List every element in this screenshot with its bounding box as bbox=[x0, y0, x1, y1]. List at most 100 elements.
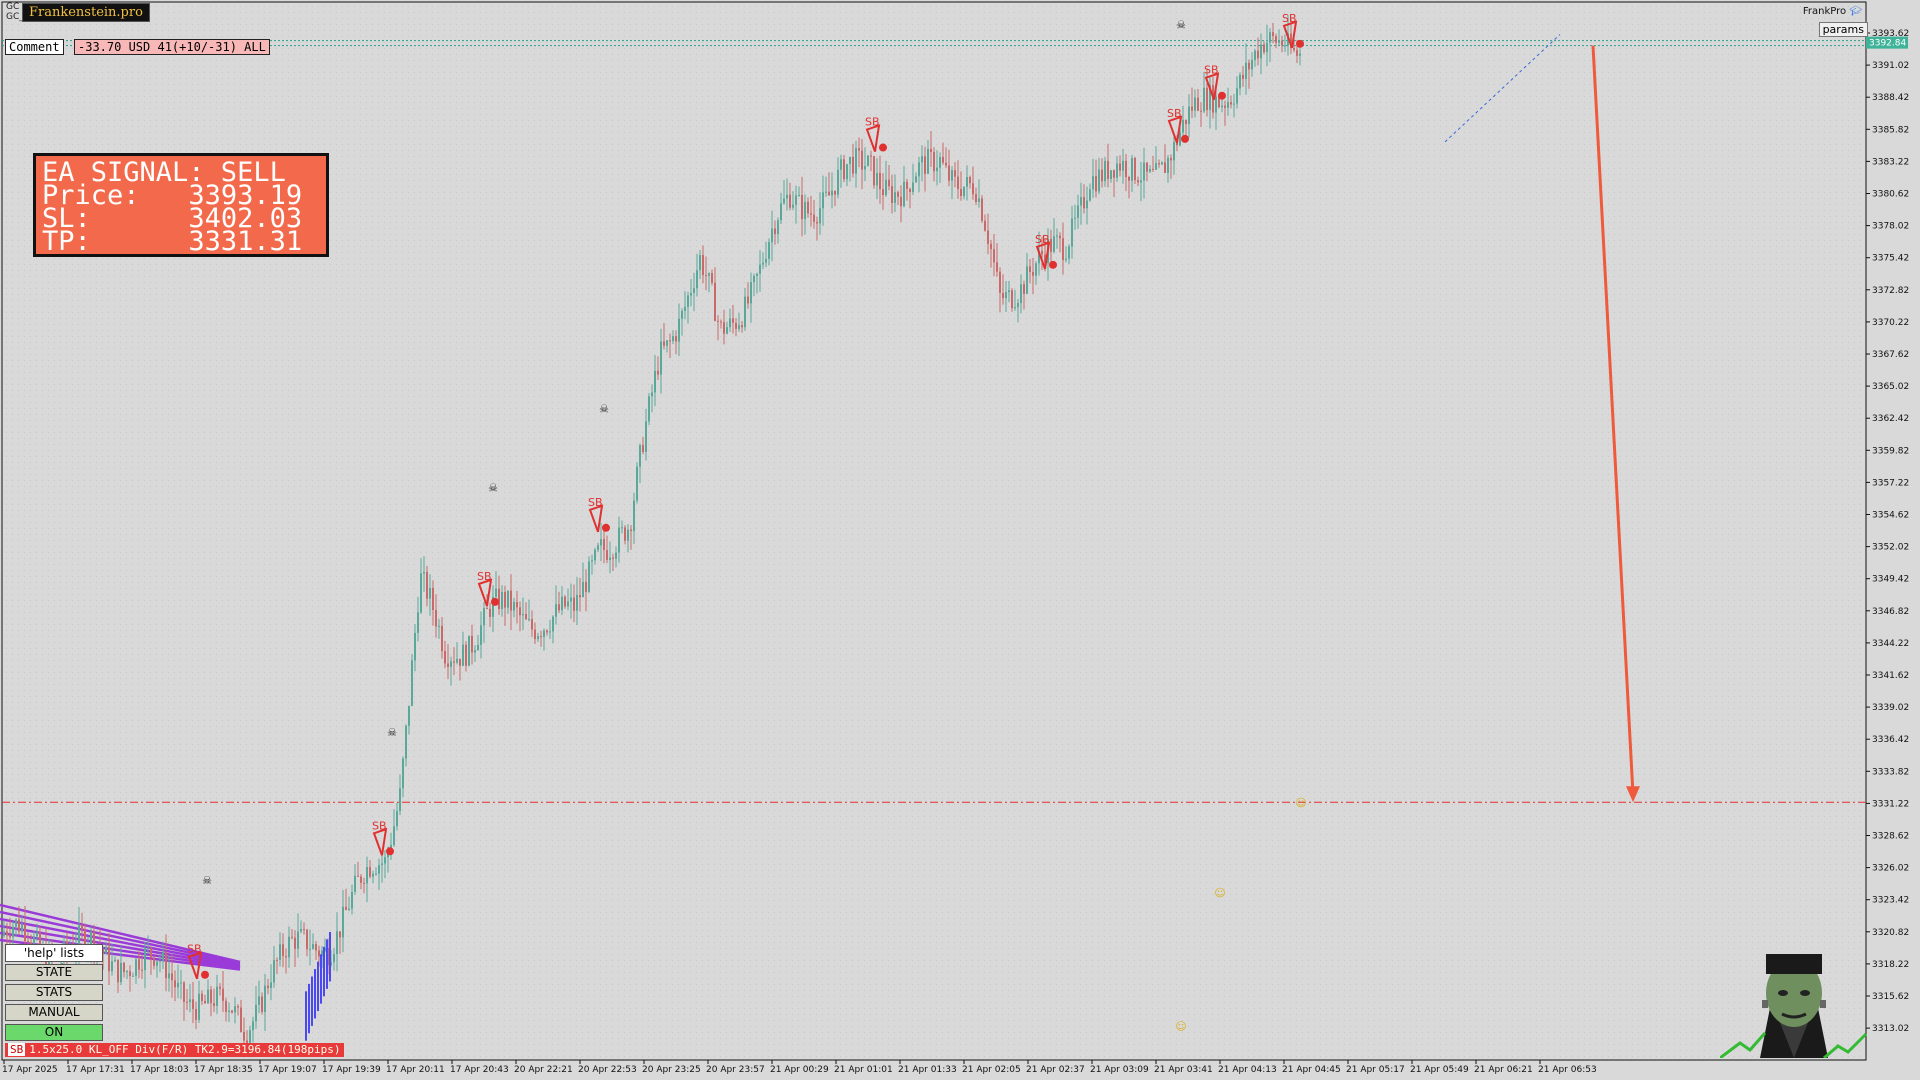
candle-body bbox=[906, 181, 908, 189]
candle-body bbox=[468, 635, 470, 666]
symbol-label: GC GC_... bbox=[6, 2, 33, 22]
smiley-icon: ☺ bbox=[1214, 887, 1225, 900]
candle-body bbox=[255, 1004, 257, 1022]
price-axis-label: 3352.02 bbox=[1872, 543, 1909, 553]
candle-body bbox=[741, 325, 743, 328]
candle-body bbox=[9, 935, 11, 938]
time-axis-label: 21 Apr 05:17 bbox=[1346, 1065, 1405, 1075]
candle-body bbox=[483, 608, 485, 626]
candle-body bbox=[891, 186, 893, 203]
candle-body bbox=[786, 194, 788, 199]
candle-body bbox=[828, 191, 830, 196]
candle-body bbox=[792, 204, 794, 208]
on-button[interactable]: ON bbox=[5, 1024, 103, 1041]
candle-body bbox=[1158, 163, 1160, 165]
price-axis-label: 3323.42 bbox=[1872, 896, 1909, 906]
candle-body bbox=[1254, 50, 1256, 60]
candle-body bbox=[738, 325, 740, 329]
candle-body bbox=[843, 159, 845, 180]
candle-body bbox=[1146, 162, 1148, 172]
candle-body bbox=[198, 993, 200, 1020]
candle-body bbox=[684, 306, 686, 311]
candle-body bbox=[1083, 197, 1085, 209]
sb-triangle bbox=[588, 504, 604, 533]
price-axis-label: 3315.62 bbox=[1872, 992, 1909, 1002]
candle-body bbox=[1257, 50, 1259, 59]
candle-body bbox=[3, 931, 5, 936]
candle-body bbox=[735, 322, 737, 329]
candle-body bbox=[660, 341, 662, 375]
candle-body bbox=[555, 604, 557, 617]
candle-body bbox=[885, 179, 887, 196]
candle-body bbox=[804, 201, 806, 220]
candle-body bbox=[894, 192, 896, 203]
state-button[interactable]: STATE bbox=[5, 964, 103, 981]
candle-body bbox=[477, 644, 479, 651]
candle-body bbox=[1215, 96, 1217, 113]
candle-body bbox=[141, 969, 143, 971]
manual-button[interactable]: MANUAL bbox=[5, 1004, 103, 1021]
candle-body bbox=[606, 550, 608, 561]
candle-body bbox=[630, 529, 632, 532]
skull-icon: ☠ bbox=[202, 874, 212, 887]
time-axis-label: 17 Apr 17:31 bbox=[66, 1065, 125, 1075]
candle-body bbox=[288, 936, 290, 958]
params-button[interactable]: params bbox=[1818, 22, 1868, 37]
candle-body bbox=[363, 882, 365, 884]
price-axis-label: 3365.02 bbox=[1872, 382, 1909, 392]
candle-body bbox=[354, 875, 356, 892]
price-value: 3393.19 bbox=[188, 180, 303, 211]
sb-triangle bbox=[865, 124, 881, 152]
candle-body bbox=[1131, 158, 1133, 181]
candle-body bbox=[381, 863, 383, 866]
candle-body bbox=[1086, 200, 1088, 209]
candle-body bbox=[90, 931, 92, 945]
candle-body bbox=[1122, 160, 1124, 171]
candle-body bbox=[1098, 169, 1100, 192]
price-axis-label: 3339.02 bbox=[1872, 703, 1909, 713]
candle-body bbox=[1242, 74, 1244, 79]
candle-body bbox=[681, 310, 683, 319]
profile-label[interactable]: FrankPro 🎓︎ bbox=[1802, 6, 1862, 17]
candle-body bbox=[651, 392, 653, 397]
candle-body bbox=[636, 466, 638, 501]
candle-body bbox=[1005, 292, 1007, 299]
candle-body bbox=[1179, 132, 1181, 146]
candle-body bbox=[156, 961, 158, 966]
candle-body bbox=[1284, 45, 1286, 47]
sb-dot bbox=[1218, 91, 1226, 100]
candle-body bbox=[1101, 169, 1103, 182]
candle-body bbox=[369, 867, 371, 877]
price-axis-label: 3320.82 bbox=[1872, 928, 1909, 938]
candle-body bbox=[768, 242, 770, 259]
candle-body bbox=[822, 192, 824, 209]
candle-body bbox=[333, 953, 335, 963]
help-input[interactable]: 'help' lists cmds bbox=[5, 944, 103, 976]
candle-body bbox=[726, 327, 728, 334]
candle-body bbox=[1014, 307, 1016, 309]
candle-body bbox=[1026, 266, 1028, 294]
candle-body bbox=[303, 929, 305, 931]
candle-body bbox=[393, 826, 395, 845]
candle-body bbox=[588, 561, 590, 592]
candle-body bbox=[975, 194, 977, 202]
stats-button[interactable]: STATS bbox=[5, 984, 103, 1001]
candle-body bbox=[687, 295, 689, 307]
time-axis-label: 21 Apr 06:53 bbox=[1538, 1065, 1597, 1075]
time-axis-label: 20 Apr 23:57 bbox=[706, 1065, 765, 1075]
candle-body bbox=[627, 529, 629, 541]
candle-body bbox=[747, 296, 749, 304]
candle-body bbox=[1053, 236, 1055, 252]
candle-body bbox=[426, 571, 428, 599]
candle-body bbox=[1113, 170, 1115, 178]
sb-dot bbox=[879, 143, 887, 152]
candle-body bbox=[282, 944, 284, 957]
candle-body bbox=[1059, 235, 1061, 239]
candle-body bbox=[714, 282, 716, 321]
candle-body bbox=[462, 644, 464, 666]
candle-body bbox=[723, 322, 725, 334]
candle-body bbox=[267, 985, 269, 988]
candle-body bbox=[396, 811, 398, 827]
candle-body bbox=[756, 273, 758, 276]
candle-body bbox=[1275, 36, 1277, 43]
